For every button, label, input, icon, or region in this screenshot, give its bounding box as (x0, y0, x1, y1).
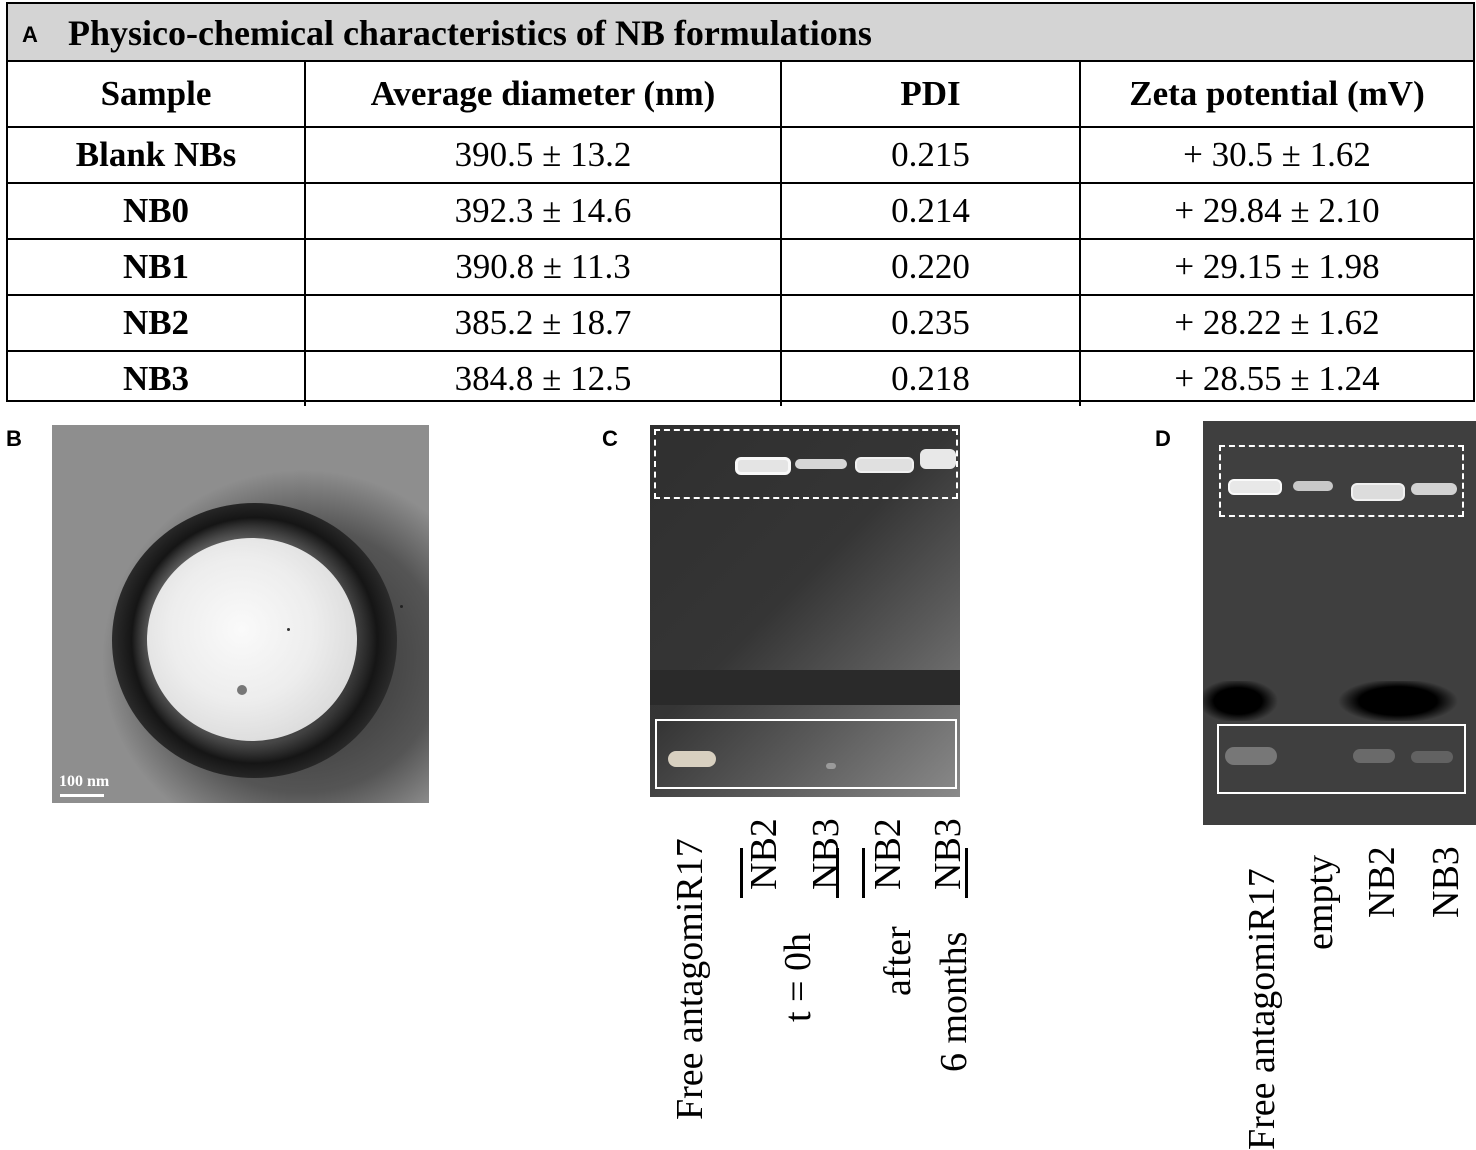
table-title-bar: A Physico-chemical characteristics of NB… (8, 4, 1473, 62)
wells-box (1219, 445, 1464, 517)
zeta-cell: + 28.22 ± 1.62 (1079, 294, 1473, 352)
sample-cell: NB2 (8, 294, 306, 352)
tem-micrograph: 100 nm (52, 425, 429, 803)
table-row: NB3 384.8 ± 12.5 0.218 + 28.55 ± 1.24 (8, 350, 1473, 406)
zeta-cell: + 28.55 ± 1.24 (1079, 350, 1473, 406)
free-rna-box (655, 719, 957, 789)
group-label-t0: t = 0h (777, 933, 819, 1022)
group-divider (862, 848, 865, 898)
lane-label: NB2 (1361, 846, 1403, 918)
column-header: PDI (780, 62, 1081, 128)
diameter-cell: 392.3 ± 14.6 (304, 182, 782, 240)
panel-letter-b: B (6, 426, 22, 451)
table-row: Blank NBs 390.5 ± 13.2 0.215 + 30.5 ± 1.… (8, 126, 1473, 184)
group-label-after: after (877, 926, 919, 996)
table-header-row: Sample Average diameter (nm) PDI Zeta po… (8, 62, 1473, 128)
pdi-cell: 0.220 (780, 238, 1081, 296)
group-divider (965, 848, 968, 898)
panel-letter-c: C (602, 426, 618, 451)
nanobubble-core (147, 538, 357, 741)
sample-cell: Blank NBs (8, 126, 306, 184)
lane-label: empty (1299, 855, 1341, 950)
diameter-cell: 390.8 ± 11.3 (304, 238, 782, 296)
column-header: Sample (8, 62, 306, 128)
lane-label: NB3 (1425, 846, 1467, 918)
diameter-cell: 385.2 ± 18.7 (304, 294, 782, 352)
zeta-cell: + 29.84 ± 2.10 (1079, 182, 1473, 240)
table-row: NB1 390.8 ± 11.3 0.220 + 29.15 ± 1.98 (8, 238, 1473, 296)
table-title: Physico-chemical characteristics of NB f… (68, 13, 872, 53)
diameter-cell: 384.8 ± 12.5 (304, 350, 782, 406)
scale-bar (60, 794, 104, 797)
table-row: NB2 385.2 ± 18.7 0.235 + 28.22 ± 1.62 (8, 294, 1473, 352)
panel-letter-d: D (1155, 426, 1171, 451)
pdi-cell: 0.218 (780, 350, 1081, 406)
lane-label: NB2 (867, 818, 909, 890)
sample-cell: NB1 (8, 238, 306, 296)
lane-label: Free antagomiR17 (669, 838, 711, 1120)
lane-label: NB3 (927, 818, 969, 890)
free-rna-box (1217, 724, 1466, 794)
group-label-months: 6 months (933, 931, 975, 1072)
physicochemical-table-panel: A Physico-chemical characteristics of NB… (6, 2, 1475, 406)
column-header: Average diameter (nm) (304, 62, 782, 128)
lane-label: NB2 (743, 818, 785, 890)
sample-cell: NB3 (8, 350, 306, 406)
column-header: Zeta potential (mV) (1079, 62, 1473, 128)
lane-label: NB3 (805, 818, 847, 890)
pdi-cell: 0.215 (780, 126, 1081, 184)
zeta-cell: + 29.15 ± 1.98 (1079, 238, 1473, 296)
pdi-cell: 0.235 (780, 294, 1081, 352)
gel-electrophoresis-c (650, 425, 960, 797)
group-divider (740, 848, 743, 898)
zeta-cell: + 30.5 ± 1.62 (1079, 126, 1473, 184)
group-divider (836, 848, 839, 898)
sample-cell: NB0 (8, 182, 306, 240)
scale-bar-label: 100 nm (59, 773, 110, 790)
lane-label: Free antagomiR17 (1241, 868, 1283, 1150)
diameter-cell: 390.5 ± 13.2 (304, 126, 782, 184)
panel-letter-a: A (22, 22, 38, 47)
pdi-cell: 0.214 (780, 182, 1081, 240)
wells-box (654, 429, 958, 499)
table-row: NB0 392.3 ± 14.6 0.214 + 29.84 ± 2.10 (8, 182, 1473, 240)
gel-electrophoresis-d (1203, 421, 1476, 825)
nb-formulations-table: Sample Average diameter (nm) PDI Zeta po… (8, 62, 1473, 406)
